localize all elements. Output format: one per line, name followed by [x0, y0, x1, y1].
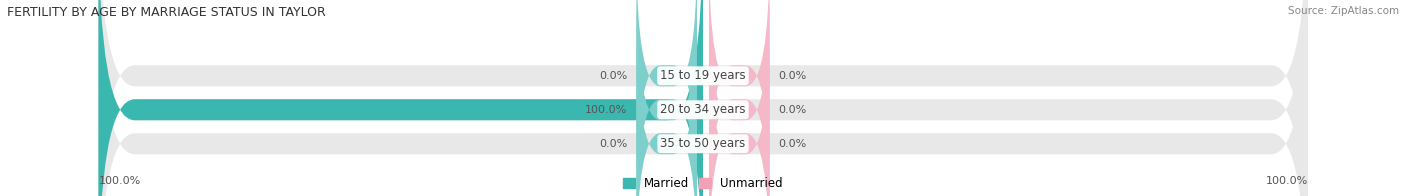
- Text: 0.0%: 0.0%: [779, 71, 807, 81]
- Text: 100.0%: 100.0%: [1265, 176, 1308, 186]
- Text: 100.0%: 100.0%: [585, 105, 627, 115]
- FancyBboxPatch shape: [637, 0, 697, 196]
- FancyBboxPatch shape: [709, 0, 769, 196]
- Text: Source: ZipAtlas.com: Source: ZipAtlas.com: [1288, 6, 1399, 16]
- Legend: Married, Unmarried: Married, Unmarried: [623, 177, 783, 190]
- FancyBboxPatch shape: [98, 0, 703, 196]
- FancyBboxPatch shape: [637, 0, 697, 196]
- FancyBboxPatch shape: [637, 18, 697, 196]
- Text: FERTILITY BY AGE BY MARRIAGE STATUS IN TAYLOR: FERTILITY BY AGE BY MARRIAGE STATUS IN T…: [7, 6, 326, 19]
- FancyBboxPatch shape: [709, 18, 769, 196]
- FancyBboxPatch shape: [709, 0, 769, 196]
- Text: 0.0%: 0.0%: [599, 139, 627, 149]
- FancyBboxPatch shape: [98, 0, 1308, 196]
- Text: 35 to 50 years: 35 to 50 years: [661, 137, 745, 150]
- Text: 15 to 19 years: 15 to 19 years: [661, 69, 745, 82]
- Text: 0.0%: 0.0%: [599, 71, 627, 81]
- FancyBboxPatch shape: [98, 0, 1308, 196]
- Text: 100.0%: 100.0%: [98, 176, 141, 186]
- FancyBboxPatch shape: [98, 0, 1308, 196]
- Text: 20 to 34 years: 20 to 34 years: [661, 103, 745, 116]
- Text: 0.0%: 0.0%: [779, 139, 807, 149]
- Text: 0.0%: 0.0%: [779, 105, 807, 115]
